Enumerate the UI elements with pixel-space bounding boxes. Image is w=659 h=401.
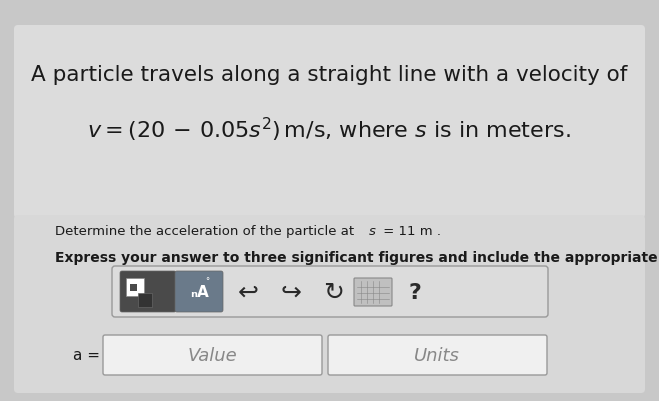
Text: = 11 m .: = 11 m .: [379, 225, 441, 238]
FancyBboxPatch shape: [175, 271, 223, 312]
Text: $v = (20\,-\,0.05s^2)\,\mathrm{m/s}$, where $s$ is in meters.: $v = (20\,-\,0.05s^2)\,\mathrm{m/s}$, wh…: [87, 115, 571, 144]
Text: $s$: $s$: [368, 225, 377, 238]
Text: A particle travels along a straight line with a velocity of: A particle travels along a straight line…: [31, 65, 627, 85]
Text: °: °: [205, 277, 209, 286]
FancyBboxPatch shape: [14, 26, 645, 219]
Text: Value: Value: [187, 346, 237, 364]
Bar: [130, 284, 137, 291]
FancyBboxPatch shape: [103, 335, 322, 375]
FancyBboxPatch shape: [354, 278, 392, 306]
FancyBboxPatch shape: [14, 215, 645, 393]
Bar: [138, 293, 152, 307]
Text: ↪: ↪: [281, 280, 302, 304]
Text: Units: Units: [414, 346, 460, 364]
Bar: [126, 278, 144, 296]
Text: Express your answer to three significant figures and include the appropriate uni: Express your answer to three significant…: [55, 250, 659, 264]
Text: ↩: ↩: [237, 280, 258, 304]
FancyBboxPatch shape: [328, 335, 547, 375]
FancyBboxPatch shape: [112, 266, 548, 317]
FancyBboxPatch shape: [120, 271, 176, 312]
Text: ↻: ↻: [324, 280, 345, 304]
Text: a =: a =: [73, 348, 100, 363]
Text: Determine the acceleration of the particle at: Determine the acceleration of the partic…: [55, 225, 358, 238]
Text: ?: ?: [409, 282, 422, 302]
Text: ₙA: ₙA: [190, 285, 208, 300]
